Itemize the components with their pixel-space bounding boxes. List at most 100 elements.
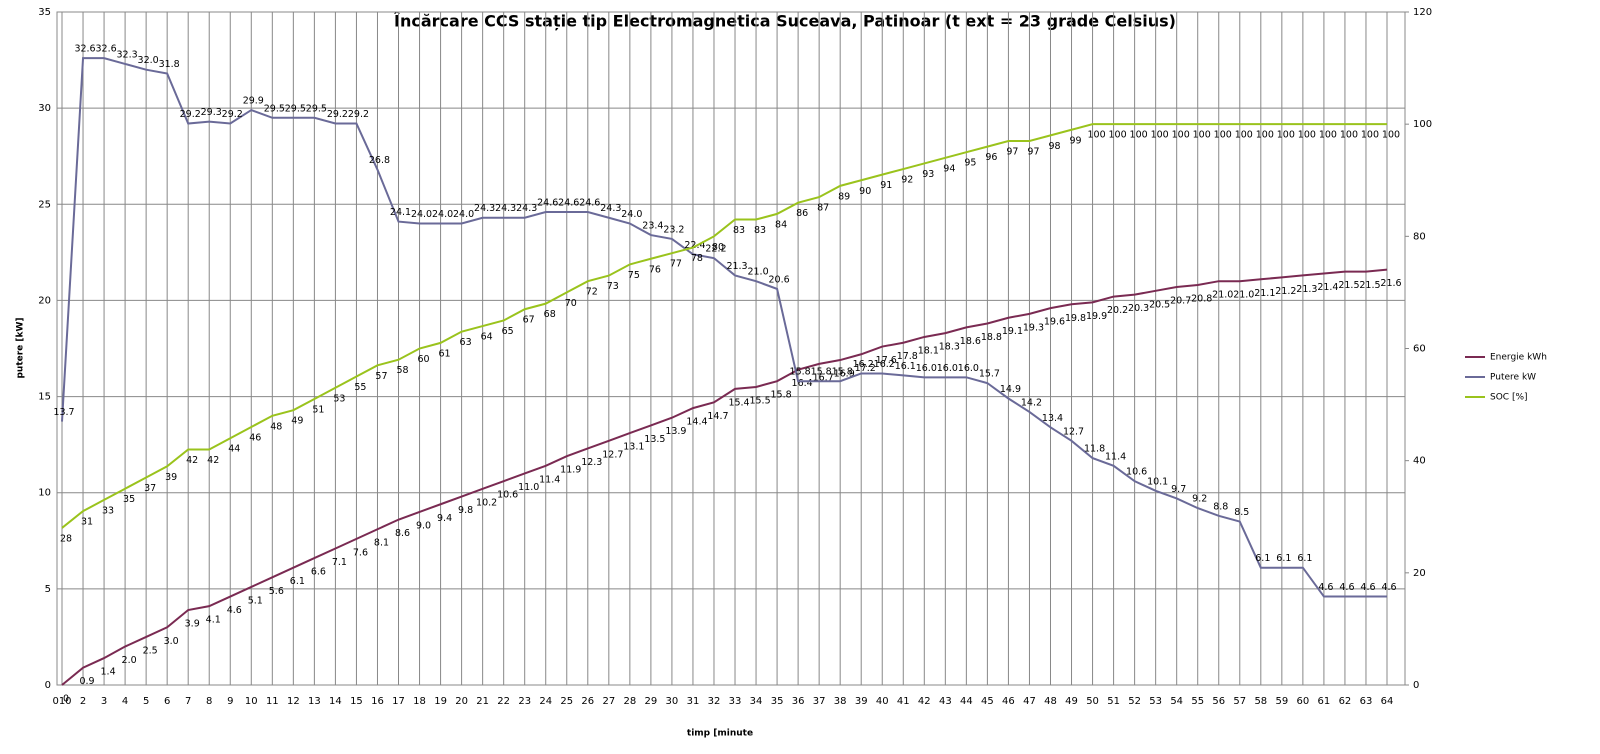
series-line: [61, 268, 1388, 686]
data-label: 15.4: [728, 397, 749, 408]
data-label: 6.1: [290, 576, 305, 587]
data-label: 24.6: [579, 197, 600, 208]
data-label: 94: [943, 163, 955, 174]
data-label: 72: [586, 287, 598, 298]
x-tick-label: 22: [497, 696, 510, 707]
data-label: 15.8: [832, 367, 853, 378]
data-label: 32.3: [117, 49, 138, 60]
data-label: 24.3: [474, 203, 495, 214]
y2-tick-label: 120: [1413, 7, 1432, 18]
data-label: 11.4: [1105, 451, 1126, 462]
data-label: 24.6: [537, 197, 558, 208]
data-label: 0.9: [79, 676, 94, 687]
data-label: 31: [81, 517, 93, 528]
data-label: 14.7: [707, 411, 728, 422]
data-label: 89: [838, 191, 850, 202]
data-label: 15.8: [811, 367, 832, 378]
data-label: 67: [523, 315, 535, 326]
x-tick-label: 46: [1002, 696, 1015, 707]
data-label: 29.2: [348, 109, 369, 120]
x-tick-label: 35: [771, 696, 784, 707]
y2-tick-label: 40: [1413, 456, 1426, 467]
x-tick-label: 36: [792, 696, 805, 707]
x-tick-label: 11: [266, 696, 279, 707]
data-label: 21.0: [747, 267, 768, 278]
data-label: 31.8: [159, 59, 180, 70]
data-label: 1.4: [101, 667, 116, 678]
legend-label: Putere kW: [1490, 373, 1536, 383]
data-label: 100: [1172, 130, 1190, 141]
x-tick-label: 26: [581, 696, 594, 707]
data-label: 24.1: [390, 207, 411, 218]
data-label: 100: [1193, 130, 1211, 141]
x-tick-label: 16: [371, 696, 384, 707]
data-label: 15.8: [790, 367, 811, 378]
data-label: 8.8: [1213, 501, 1228, 512]
data-label: 10.1: [1147, 476, 1168, 487]
x-tick-label: 010: [52, 696, 71, 707]
x-tick-label: 40: [876, 696, 889, 707]
data-label: 5.1: [248, 595, 263, 606]
x-axis-title: timp [minute: [687, 729, 753, 739]
data-label: 2.5: [143, 645, 158, 656]
data-label: 4.1: [206, 615, 221, 626]
data-label: 24.0: [432, 209, 453, 220]
data-label: 58: [396, 365, 408, 376]
data-label: 14.2: [1021, 397, 1042, 408]
data-label: 70: [565, 298, 577, 309]
x-tick-label: 41: [897, 696, 910, 707]
x-tick-label: 10: [245, 696, 258, 707]
x-tick-label: 47: [1023, 696, 1036, 707]
x-tick-label: 31: [687, 696, 700, 707]
data-label: 100: [1235, 130, 1253, 141]
data-label: 13.9: [665, 426, 686, 437]
data-label: 97: [1006, 146, 1018, 157]
y-axis-title: putere [kW]: [16, 317, 26, 378]
data-label: 15.8: [771, 390, 792, 401]
data-label: 23.4: [642, 221, 663, 232]
y-tick-label: 5: [45, 584, 51, 595]
data-label: 65: [502, 326, 514, 337]
x-tick-label: 60: [1297, 696, 1310, 707]
data-label: 9.7: [1171, 484, 1186, 495]
data-label: 51: [312, 404, 324, 415]
x-tick-label: 45: [981, 696, 994, 707]
data-label: 16.0: [937, 363, 958, 374]
data-label: 24.6: [558, 197, 579, 208]
chart-title: Încărcare CCS stație tip Electromagnetic…: [394, 12, 1176, 31]
data-label: 4.6: [227, 605, 242, 616]
data-label: 32.6: [74, 44, 95, 55]
data-label: 24.3: [495, 203, 516, 214]
data-label: 8.1: [374, 538, 389, 549]
x-tick-label: 9: [227, 696, 233, 707]
data-label: 55: [354, 382, 366, 393]
data-label: 100: [1151, 130, 1169, 141]
x-tick-label: 21: [476, 696, 489, 707]
data-label: 21.3: [726, 261, 747, 272]
data-label: 29.5: [285, 103, 306, 114]
x-tick-label: 12: [287, 696, 300, 707]
data-label: 21.6: [1380, 278, 1401, 289]
x-tick-label: 33: [729, 696, 742, 707]
x-tick-label: 43: [939, 696, 952, 707]
data-label: 16.7: [813, 372, 834, 383]
data-label: 100: [1277, 130, 1295, 141]
y-tick-label: 35: [38, 7, 51, 18]
data-label: 32.0: [138, 55, 159, 66]
data-label: 100: [1361, 130, 1379, 141]
x-tick-label: 23: [518, 696, 531, 707]
data-label: 64: [481, 332, 493, 343]
y-tick-label: 25: [38, 199, 51, 210]
x-tick-label: 3: [101, 696, 107, 707]
data-label: 10.6: [1126, 467, 1147, 478]
x-tick-label: 62: [1339, 696, 1352, 707]
data-label: 29.2: [180, 109, 201, 120]
data-label: 15.5: [749, 395, 770, 406]
x-tick-label: 54: [1170, 696, 1183, 707]
data-label: 18.8: [981, 332, 1002, 343]
y-tick-label: 10: [38, 488, 51, 499]
data-label: 20.8: [1191, 294, 1212, 305]
data-label: 21.1: [1254, 288, 1275, 299]
data-label: 49: [291, 416, 303, 427]
x-tick-label: 19: [434, 696, 447, 707]
